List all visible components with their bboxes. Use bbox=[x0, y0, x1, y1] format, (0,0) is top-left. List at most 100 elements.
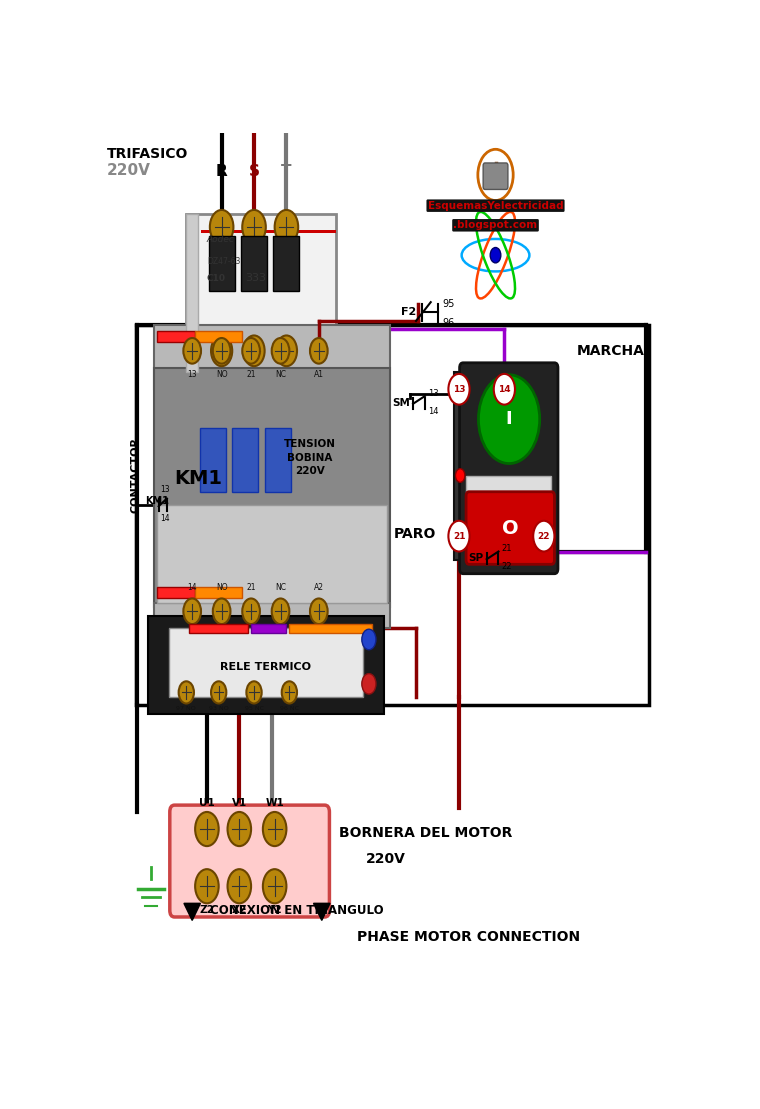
Circle shape bbox=[242, 210, 266, 244]
Text: 220V: 220V bbox=[106, 163, 150, 177]
Polygon shape bbox=[314, 904, 330, 920]
Text: 220V: 220V bbox=[366, 852, 406, 866]
Text: NO: NO bbox=[216, 583, 227, 592]
Circle shape bbox=[227, 869, 251, 904]
Text: Y2: Y2 bbox=[268, 905, 282, 915]
Bar bbox=[200, 428, 226, 491]
Text: Aodec: Aodec bbox=[207, 235, 235, 244]
Text: 96: 96 bbox=[442, 317, 454, 327]
Circle shape bbox=[276, 335, 297, 366]
Bar bbox=[154, 325, 389, 389]
Circle shape bbox=[272, 599, 290, 624]
Bar bbox=[148, 615, 384, 714]
Text: 13: 13 bbox=[160, 486, 170, 495]
Bar bbox=[209, 235, 235, 291]
Text: DZ47-63: DZ47-63 bbox=[207, 256, 240, 266]
Bar bbox=[466, 476, 552, 495]
Bar bbox=[154, 368, 389, 607]
Circle shape bbox=[282, 681, 297, 703]
Bar bbox=[241, 235, 267, 291]
Text: SM: SM bbox=[392, 398, 410, 408]
Circle shape bbox=[179, 681, 194, 703]
Text: T: T bbox=[281, 164, 292, 179]
Circle shape bbox=[246, 681, 261, 703]
Text: X2: X2 bbox=[232, 905, 247, 915]
Text: R: R bbox=[216, 164, 227, 179]
Circle shape bbox=[490, 247, 501, 263]
Text: 14: 14 bbox=[498, 385, 511, 394]
Text: I: I bbox=[505, 410, 512, 428]
Text: NC: NC bbox=[275, 583, 286, 592]
Text: KM1: KM1 bbox=[145, 496, 169, 506]
Circle shape bbox=[195, 869, 219, 904]
Circle shape bbox=[534, 521, 554, 551]
Text: RELE TERMICO: RELE TERMICO bbox=[220, 662, 312, 672]
Text: BORNERA DEL MOTOR: BORNERA DEL MOTOR bbox=[340, 826, 513, 841]
Text: NC: NC bbox=[275, 369, 286, 378]
Text: 21: 21 bbox=[502, 545, 512, 553]
Bar bbox=[169, 629, 363, 696]
Text: 14: 14 bbox=[428, 407, 439, 416]
Bar bbox=[189, 624, 248, 632]
Circle shape bbox=[362, 629, 376, 650]
Bar bbox=[233, 428, 258, 491]
Text: CONEXION EN TRIANGULO: CONEXION EN TRIANGULO bbox=[210, 904, 384, 917]
Text: 13: 13 bbox=[453, 385, 465, 394]
Text: 21: 21 bbox=[246, 583, 256, 592]
Bar bbox=[454, 373, 466, 560]
Bar bbox=[157, 588, 195, 599]
Circle shape bbox=[274, 210, 298, 244]
Text: F2: F2 bbox=[401, 307, 416, 317]
Circle shape bbox=[263, 869, 287, 904]
Text: 333: 333 bbox=[245, 273, 266, 283]
Circle shape bbox=[213, 599, 230, 624]
Bar bbox=[251, 624, 287, 632]
Text: 21: 21 bbox=[246, 369, 256, 378]
Circle shape bbox=[242, 599, 260, 624]
Bar bbox=[195, 588, 242, 599]
FancyBboxPatch shape bbox=[466, 491, 555, 564]
Text: 14: 14 bbox=[188, 583, 197, 592]
Text: Z2: Z2 bbox=[199, 905, 214, 915]
Text: MARCHA: MARCHA bbox=[576, 344, 644, 358]
Bar bbox=[186, 214, 337, 373]
Circle shape bbox=[310, 599, 328, 624]
Text: EsquemasYelectricidad: EsquemasYelectricidad bbox=[428, 201, 563, 211]
Text: 14: 14 bbox=[160, 513, 170, 523]
Circle shape bbox=[272, 338, 290, 364]
Text: W1: W1 bbox=[265, 797, 284, 807]
FancyBboxPatch shape bbox=[169, 805, 329, 917]
Text: 93 NO: 93 NO bbox=[209, 706, 229, 711]
Circle shape bbox=[310, 338, 328, 364]
Text: 95 NC: 95 NC bbox=[245, 706, 264, 711]
Polygon shape bbox=[184, 904, 201, 920]
Bar bbox=[274, 235, 299, 291]
Circle shape bbox=[211, 681, 226, 703]
Circle shape bbox=[243, 335, 264, 366]
Text: 95: 95 bbox=[442, 298, 454, 309]
Text: U1: U1 bbox=[199, 797, 215, 807]
Text: PARO: PARO bbox=[394, 528, 436, 541]
Circle shape bbox=[183, 338, 201, 364]
Circle shape bbox=[210, 210, 233, 244]
Bar bbox=[195, 332, 242, 343]
Text: KM1: KM1 bbox=[175, 469, 223, 488]
Bar bbox=[186, 214, 198, 373]
Text: A1: A1 bbox=[314, 369, 324, 378]
Circle shape bbox=[448, 521, 470, 551]
Circle shape bbox=[479, 375, 540, 464]
Circle shape bbox=[183, 599, 201, 624]
FancyBboxPatch shape bbox=[460, 363, 558, 573]
Bar bbox=[264, 428, 290, 491]
Text: SP: SP bbox=[469, 553, 483, 563]
Text: 22: 22 bbox=[502, 562, 512, 571]
Text: S: S bbox=[249, 164, 259, 179]
Circle shape bbox=[242, 338, 260, 364]
Text: NO: NO bbox=[216, 369, 227, 378]
Text: TENSION
BOBINA
220V: TENSION BOBINA 220V bbox=[284, 439, 336, 476]
Text: 13: 13 bbox=[428, 389, 439, 398]
Circle shape bbox=[211, 335, 233, 366]
Bar bbox=[136, 325, 648, 705]
Bar bbox=[157, 505, 387, 603]
Text: 13: 13 bbox=[188, 369, 197, 378]
